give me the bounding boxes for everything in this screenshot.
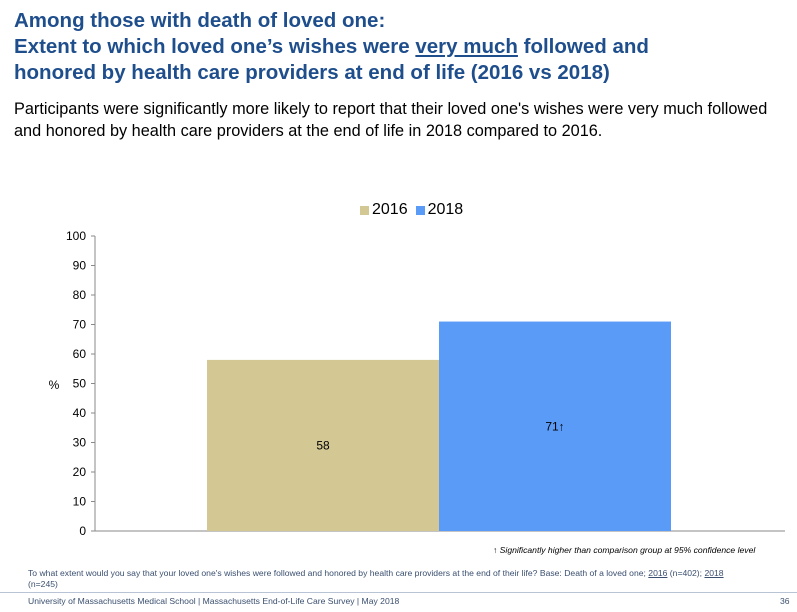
bar-2018	[439, 321, 671, 531]
bar-2016	[207, 359, 439, 531]
base-2016: 2016	[648, 568, 668, 578]
y-tick-label: 70	[73, 318, 87, 332]
y-tick-label: 80	[73, 288, 87, 302]
page-number: 36	[780, 596, 790, 606]
significance-footnote: ↑ Significantly higher than comparison g…	[493, 545, 756, 555]
base-2018: 2018	[704, 568, 724, 578]
chart-legend: 2016 2018	[360, 201, 471, 219]
legend-label-2018: 2018	[427, 201, 464, 218]
y-tick-label: 100	[66, 229, 86, 243]
y-axis-label: %	[49, 378, 60, 392]
footer-divider	[0, 592, 797, 593]
bar-value-label-2018: 71↑	[545, 419, 564, 433]
title-line-2: Extent to which loved one’s wishes were …	[14, 34, 784, 60]
y-tick-label: 50	[73, 377, 87, 391]
legend-swatch-2016	[360, 205, 369, 215]
y-tick-label: 40	[73, 406, 87, 420]
y-tick-label: 10	[73, 495, 87, 509]
y-tick-label: 90	[73, 259, 87, 273]
bar-value-label-2016: 58	[316, 438, 330, 452]
title-line-1: Among those with death of loved one:	[14, 9, 386, 32]
question-text: To what extent would you say that your l…	[28, 568, 649, 578]
title-underlined: very much	[415, 35, 518, 58]
y-tick-label: 20	[73, 465, 87, 479]
slide-subtitle: Participants were significantly more lik…	[14, 100, 768, 140]
bars	[207, 321, 671, 531]
slide-title: Among those with death of loved one: Ext…	[14, 8, 784, 86]
survey-question: To what extent would you say that your l…	[28, 568, 788, 590]
legend-label-2016: 2016	[372, 201, 408, 218]
y-tick-label: 30	[73, 436, 87, 450]
y-tick-label: 0	[79, 524, 86, 538]
title-line-2-post: followed and	[517, 35, 649, 58]
footer-source: University of Massachusetts Medical Scho…	[28, 596, 400, 606]
bar-labels: 58 71↑	[316, 419, 564, 452]
base-2018-n: (n=245)	[28, 579, 58, 589]
legend-item-2018: 2018	[415, 201, 464, 219]
base-2016-n: (n=402);	[667, 568, 705, 578]
title-line-2-pre: Extent to which loved one’s wishes were	[14, 35, 416, 58]
title-line-3: honored by health care providers at end …	[14, 61, 610, 84]
y-tick-label: 60	[73, 347, 87, 361]
legend-item-2016: 2016	[360, 201, 408, 219]
legend-swatch-2018	[415, 205, 425, 215]
